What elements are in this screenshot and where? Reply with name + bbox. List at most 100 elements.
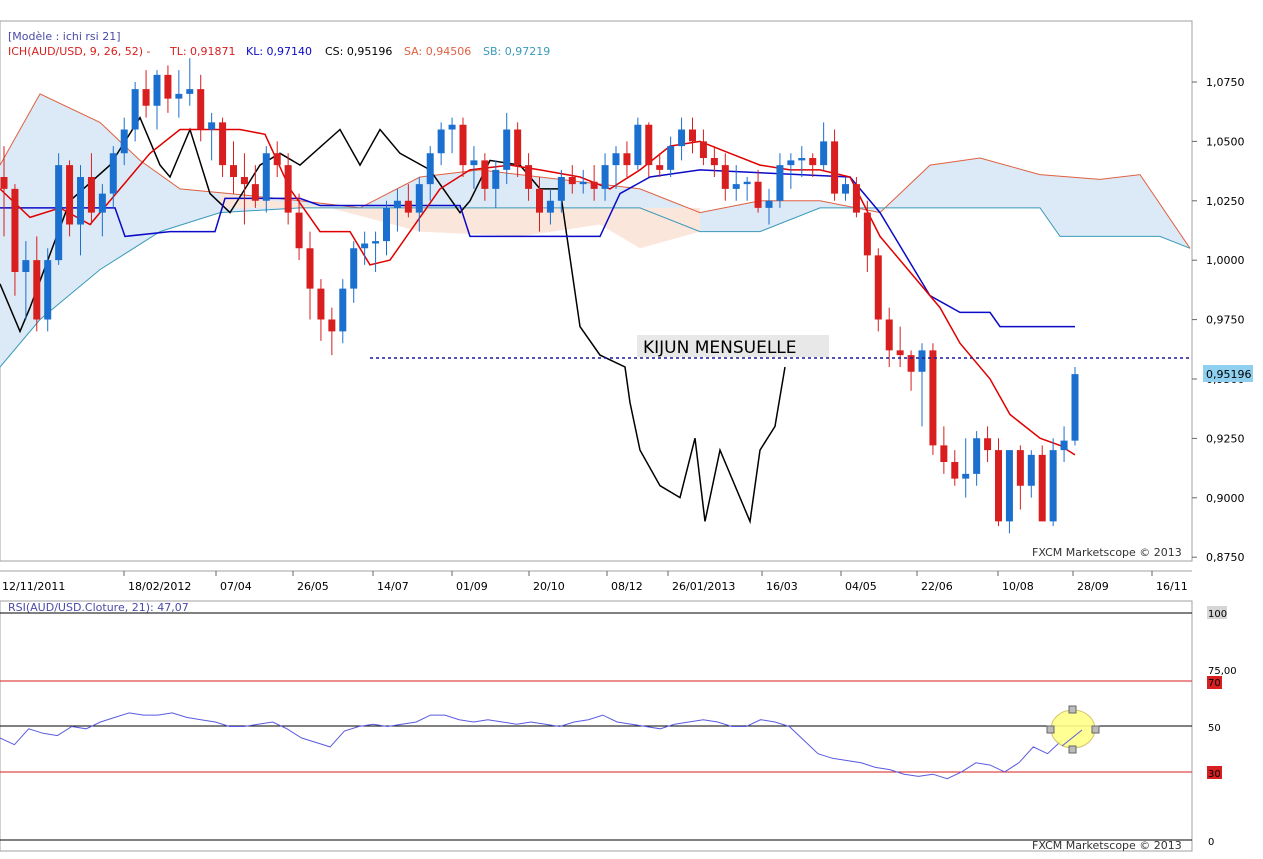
candle-body [153,74,161,106]
candle-body [87,177,95,213]
candle-body [798,158,806,161]
tenkan-value: TL: 0,91871 [169,45,236,58]
candle-body [361,243,369,249]
candle-body [306,248,314,289]
candle-body [339,288,347,332]
candle-body [732,184,740,189]
resize-handle-bottom[interactable] [1068,745,1077,754]
candle-body [852,184,860,213]
candle-body [1038,454,1046,522]
candle-body [197,89,205,130]
time-tick-label: 16/11 [1156,580,1188,593]
candle-body [820,141,828,166]
rsi-label: RSI(AUD/USD.Cloture, 21): 47,07 [8,601,189,614]
candle-body [667,146,675,170]
time-tick-label: 20/10 [533,580,565,593]
candle-body [415,184,423,213]
time-tick-label: 04/05 [845,580,877,593]
candle-body [951,462,959,479]
candle-body [481,160,489,189]
rsi-tick-bg-70 [1207,676,1222,689]
resize-handle-right[interactable] [1091,725,1100,734]
chikou-span [0,115,786,525]
span-b-value: SB: 0,97219 [483,45,550,58]
candle-body [459,124,467,166]
time-tick-label: 07/04 [220,580,252,593]
price-y-axis: 1,07501,05001,02501,00000,97500,95000,92… [1192,76,1245,564]
candle-body [175,93,183,99]
candle-body [372,241,380,244]
candle-body [11,188,19,272]
kijun-mensuelle-annotation: KIJUN MENSUELLE [643,338,797,358]
candle-body [590,181,598,189]
candle-body [929,350,937,446]
candle-body [754,181,762,208]
candle-body [131,89,139,130]
candle-body [120,129,128,154]
time-tick-label: 08/12 [611,580,643,593]
chikou-value: CS: 0,95196 [325,45,392,58]
candle-body [656,165,664,170]
rsi-watermark: FXCM Marketscope © 2013 [1032,839,1182,852]
candle-body [142,89,150,106]
indicator-name: ICH(AUD/USD, 9, 26, 52) - [8,45,151,58]
time-tick-label: 16/03 [766,580,798,593]
rsi-tick-bg-30 [1207,766,1222,779]
cloud-bear-fill [220,193,700,249]
candle-body [557,177,565,201]
ichimoku-lines [0,115,1076,525]
candle-body [33,260,41,320]
candle-body [568,177,576,185]
rsi-tick-75: 75,00 [1208,666,1237,677]
candle-body [1027,454,1035,486]
candle-body [448,124,456,130]
span-a-value: SA: 0,94506 [404,45,471,58]
candle-body [295,212,303,249]
resize-handle-left[interactable] [1046,725,1055,734]
time-tick-label: 14/07 [377,580,409,593]
price-tick-label: 0,8750 [1206,551,1245,564]
candle-body [787,160,795,166]
candle-body [579,181,587,185]
rsi-highlight-segment [1061,729,1083,747]
price-tag: 0,95196 [1206,368,1252,381]
resize-handle-top[interactable] [1068,705,1077,714]
candle-body [503,129,511,170]
candle-body [689,129,696,142]
senkou-span-b [0,207,1191,368]
candle-body [1060,440,1068,451]
candle-body [612,153,620,166]
candle-body [1016,450,1024,486]
candle-body [1005,450,1013,522]
candle-body [885,319,893,351]
candle-body [164,74,172,99]
candle-body [699,141,707,158]
candle-body [426,153,434,185]
candle-body [645,124,653,166]
time-tick-label: 12/11/2011 [2,580,65,593]
candle-body [809,158,817,166]
candle-body [55,165,63,261]
candle-body [98,193,106,213]
candle-body [984,438,992,451]
kijun-sen [0,169,1075,328]
time-tick-label: 26/05 [297,580,329,593]
rsi-highlight-marker[interactable] [1050,709,1096,749]
candle-body [0,177,8,189]
candle-body [995,450,1002,522]
candle-body [404,200,412,213]
candle-body [874,255,882,320]
time-x-axis: 12/11/2011 18/02/2012 07/04 26/05 14/07 01/09… [0,570,1192,593]
candle-body [470,160,478,166]
price-tick-label: 0,9000 [1206,492,1245,505]
kijun-value: KL: 0,97140 [246,45,312,58]
time-tick-label: 22/06 [921,580,953,593]
price-tick-label: 1,0250 [1206,195,1245,208]
candle-body [208,122,216,130]
candle-body [273,153,281,166]
candle-body [601,165,609,189]
candle-body [77,177,84,225]
candle-body [863,212,871,256]
candle-body [284,165,292,213]
